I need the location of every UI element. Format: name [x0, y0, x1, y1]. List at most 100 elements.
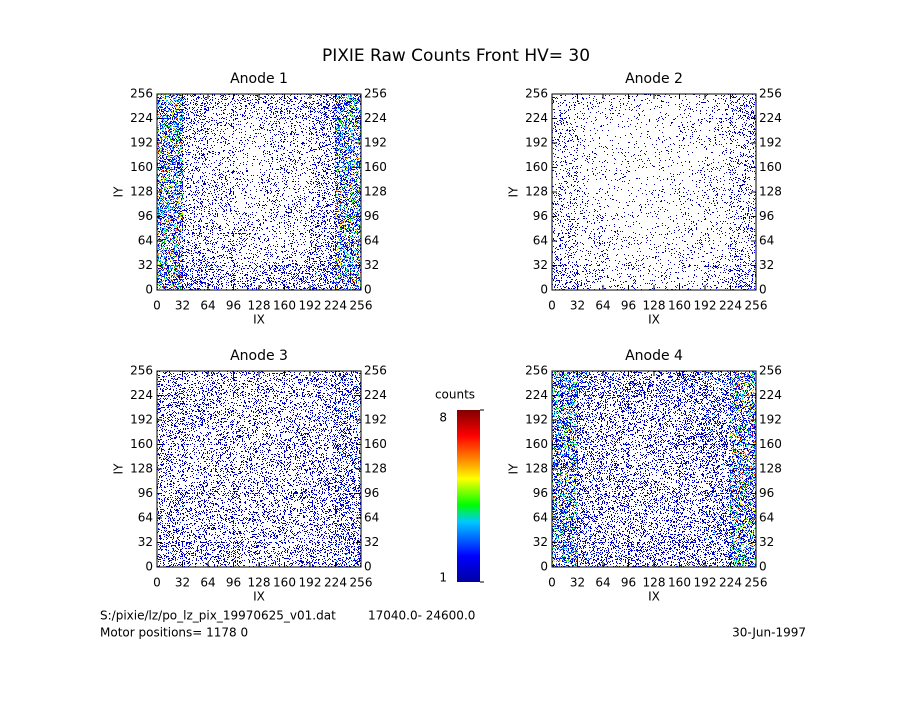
count-pixels — [732, 518, 756, 543]
count-pixels — [208, 192, 234, 217]
count-pixels — [292, 537, 293, 538]
heat-cell — [577, 469, 603, 494]
heat-cell — [335, 94, 361, 119]
heat-cell-area — [654, 168, 680, 193]
count-pixels — [597, 173, 601, 189]
heat-cell — [233, 265, 259, 290]
heat-cell — [157, 469, 183, 494]
count-pixels — [310, 493, 335, 518]
count-pixels — [680, 444, 705, 469]
count-pixels — [552, 94, 578, 119]
heat-cell — [680, 119, 705, 143]
heat-cell — [628, 265, 654, 290]
count-pixels — [747, 391, 748, 392]
heat-cell — [310, 216, 336, 241]
count-pixels — [310, 94, 336, 119]
heat-cell-area — [603, 94, 629, 119]
heat-cell — [259, 469, 285, 494]
heat-cell — [157, 371, 183, 396]
count-pixels — [689, 384, 695, 394]
count-pixels — [577, 422, 603, 445]
count-pixels — [284, 444, 310, 469]
count-pixels — [560, 543, 578, 566]
count-pixels — [208, 469, 234, 494]
x-tick-label: 192 — [299, 576, 322, 590]
heat-cell — [259, 265, 285, 290]
count-pixels — [233, 543, 258, 562]
count-pixels — [679, 371, 705, 396]
count-pixels — [182, 371, 208, 395]
count-pixels — [208, 493, 234, 518]
count-pixels — [680, 168, 705, 192]
count-pixels — [311, 118, 336, 143]
count-pixels — [563, 407, 565, 409]
heat-cell — [577, 241, 603, 266]
count-pixels — [182, 242, 208, 266]
count-pixels — [554, 396, 578, 417]
heat-cell — [335, 371, 361, 396]
heat-cell — [654, 493, 680, 518]
x-tick-label: 0 — [153, 576, 161, 590]
count-pixels — [209, 167, 234, 192]
count-pixels — [284, 493, 310, 518]
count-pixels — [603, 420, 626, 444]
count-pixels — [158, 144, 159, 145]
count-pixels — [284, 118, 310, 143]
heat-cell — [577, 518, 603, 543]
count-pixels — [628, 143, 654, 168]
y-tick-label: 0 — [540, 560, 548, 574]
heat-cell — [577, 493, 603, 518]
heat-cell — [679, 493, 705, 518]
count-pixels — [157, 265, 183, 290]
count-pixels — [730, 265, 756, 290]
count-pixels — [553, 542, 578, 566]
heat-cell — [603, 542, 629, 567]
heat-cell — [679, 444, 705, 469]
y-axis-label: IY — [507, 186, 521, 198]
count-pixels — [310, 167, 336, 191]
heat-cell — [284, 167, 310, 192]
count-pixels — [552, 167, 578, 192]
heat-cell-area — [731, 192, 757, 217]
heat-cell — [730, 241, 756, 266]
count-pixels — [157, 371, 183, 395]
heat-cell — [233, 395, 259, 420]
heat-cell — [335, 143, 361, 168]
heat-cell — [284, 192, 310, 216]
count-pixels — [235, 118, 258, 143]
y-tick-label-right: 128 — [364, 462, 387, 476]
count-pixels — [730, 470, 755, 494]
y-tick-label: 160 — [525, 437, 548, 451]
heat-cell — [335, 444, 361, 469]
count-pixels — [310, 542, 336, 567]
heat-cell — [233, 420, 259, 445]
count-pixels — [233, 444, 259, 469]
heat-cell — [679, 265, 705, 290]
heat-cell — [284, 395, 310, 420]
count-pixels — [731, 118, 756, 143]
heat-cell — [157, 265, 183, 290]
count-pixels — [731, 396, 756, 420]
count-pixels — [311, 143, 336, 167]
count-pixels — [157, 265, 183, 290]
heat-cell — [654, 444, 680, 469]
heat-cell — [679, 371, 705, 396]
heat-cell — [182, 94, 208, 119]
heat-cell — [182, 118, 208, 143]
heat-cell — [259, 371, 285, 396]
count-pixels — [159, 99, 183, 119]
count-pixels — [259, 265, 285, 290]
count-pixels — [577, 265, 602, 290]
heat-cell — [577, 167, 603, 192]
count-pixels — [182, 94, 208, 119]
heat-cell — [335, 241, 361, 266]
count-pixels — [233, 265, 259, 290]
count-pixels — [730, 493, 756, 518]
count-pixels — [654, 371, 680, 396]
count-pixels — [552, 395, 578, 420]
count-pixels — [628, 118, 651, 143]
footer-motor: Motor positions= 1178 0 — [100, 626, 248, 640]
count-pixels — [589, 408, 590, 409]
heat-cell — [603, 420, 629, 445]
